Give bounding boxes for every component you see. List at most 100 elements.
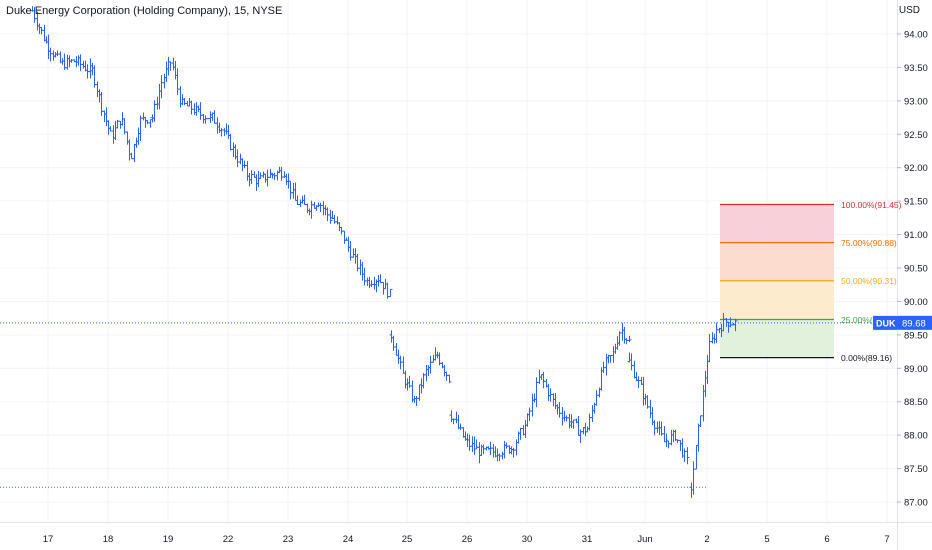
ohlc-bar <box>305 203 310 214</box>
ohlc-bar <box>217 122 222 133</box>
ohlc-bar <box>51 50 56 61</box>
ohlc-bar <box>587 413 592 431</box>
ohlc-bar <box>279 166 284 181</box>
ohlc-bar <box>417 384 422 401</box>
ohlc-bar <box>541 371 546 389</box>
ohlc-bar <box>428 355 433 374</box>
ohlc-bar <box>175 68 180 95</box>
ohlc-bar <box>300 195 305 204</box>
ohlc-bar <box>182 98 187 106</box>
ohlc-series[interactable] <box>30 6 738 498</box>
ohlc-bar <box>447 374 452 384</box>
ohlc-bar <box>162 73 167 89</box>
price-tick-label: 90.00 <box>904 297 928 308</box>
ohlc-bar <box>444 371 449 381</box>
fib-level-label: 25.00%(89.73) <box>841 315 897 325</box>
ohlc-bar <box>108 126 113 132</box>
ohlc-bar <box>613 343 618 354</box>
ohlc-bar <box>655 421 660 433</box>
ohlc-bar <box>159 74 164 99</box>
ohlc-bar <box>358 259 363 276</box>
ohlc-bar <box>268 168 273 178</box>
ohlc-bar <box>627 335 632 342</box>
ohlc-bar <box>295 195 300 206</box>
ohlc-bar <box>514 439 519 456</box>
ohlc-bar <box>685 447 690 465</box>
ohlc-bar <box>608 354 613 363</box>
ohlc-bar <box>421 373 426 389</box>
ohlc-bar <box>372 276 377 290</box>
ohlc-bar <box>362 267 367 286</box>
ohlc-bar <box>307 208 312 216</box>
ohlc-bar <box>127 139 132 161</box>
ohlc-bar <box>351 248 356 258</box>
ohlc-bar <box>219 128 224 137</box>
ohlc-bar <box>88 58 93 79</box>
last-price-label: 89.68 <box>902 318 926 329</box>
ohlc-bar <box>245 160 250 181</box>
ohlc-bar <box>288 180 293 200</box>
ohlc-bar <box>99 91 104 117</box>
ohlc-bar <box>504 442 509 449</box>
ohlc-bar <box>396 349 401 364</box>
time-tick-label: Jun <box>637 534 652 545</box>
ohlc-bar <box>694 445 699 470</box>
time-tick-label: 30 <box>522 534 533 545</box>
ohlc-bar <box>272 172 277 180</box>
time-tick-label: 2 <box>704 534 709 545</box>
fib-retracement[interactable]: 100.00%(91.45) 75.00%(90.88) 50.00%(90.31)… <box>720 200 902 363</box>
ohlc-bar <box>46 34 51 60</box>
ohlc-bar <box>178 86 183 108</box>
ohlc-bar <box>394 342 399 356</box>
price-tick-label: 87.50 <box>904 464 928 475</box>
price-tick-label: 89.50 <box>904 330 928 341</box>
ohlc-bar <box>157 83 162 110</box>
time-axis[interactable]: 17 18 19 22 23 24 25 26 30 31 Jun 2 5 6 7 <box>43 534 890 545</box>
price-tick-label: 92.00 <box>904 163 928 174</box>
ohlc-bar <box>666 440 671 449</box>
fib-level-label: 0.00%(89.16) <box>841 353 892 363</box>
ohlc-bar <box>215 117 220 134</box>
ohlc-bar <box>648 399 653 419</box>
ohlc-bar <box>346 236 351 252</box>
ohlc-bar <box>53 51 58 58</box>
ohlc-bar <box>401 356 406 374</box>
ohlc-bar <box>521 425 526 436</box>
ohlc-bar <box>323 205 328 216</box>
price-axis[interactable]: 94.00 93.50 93.00 92.50 92.00 91.50 91.00 90.50… <box>897 30 928 509</box>
ohlc-bar <box>76 55 81 66</box>
ohlc-bar <box>491 443 496 458</box>
ohlc-bar <box>698 415 703 427</box>
currency-label: USD <box>898 5 920 16</box>
ohlc-bar <box>152 100 157 122</box>
time-tick-label: 18 <box>103 534 114 545</box>
ohlc-bar <box>405 378 410 391</box>
ohlc-bar <box>378 274 383 284</box>
ohlc-bar <box>192 103 197 115</box>
ohlc-bar <box>90 62 95 76</box>
ohlc-bar <box>249 170 254 184</box>
ohlc-bar <box>539 374 544 380</box>
ohlc-bar <box>222 128 227 137</box>
ohlc-bar <box>166 56 171 76</box>
ohlc-bar <box>497 453 502 461</box>
ohlc-bar <box>369 280 374 287</box>
ohlc-bar <box>525 413 530 427</box>
ohlc-bar <box>624 338 629 345</box>
price-tick-label: 93.50 <box>904 63 928 74</box>
ohlc-bar <box>449 410 454 423</box>
ohlc-bar <box>83 60 88 72</box>
ohlc-bar <box>433 347 438 361</box>
ohlc-bar <box>530 393 535 417</box>
ohlc-bar <box>171 57 176 71</box>
ohlc-bar <box>562 410 567 422</box>
ohlc-bar <box>669 429 674 446</box>
ohlc-bar <box>410 380 415 403</box>
time-tick-label: 22 <box>223 534 234 545</box>
ohlc-bar <box>662 425 667 443</box>
ohlc-bar <box>534 377 539 408</box>
ohlc-bar <box>507 445 512 454</box>
ohlc-bar <box>611 346 616 363</box>
